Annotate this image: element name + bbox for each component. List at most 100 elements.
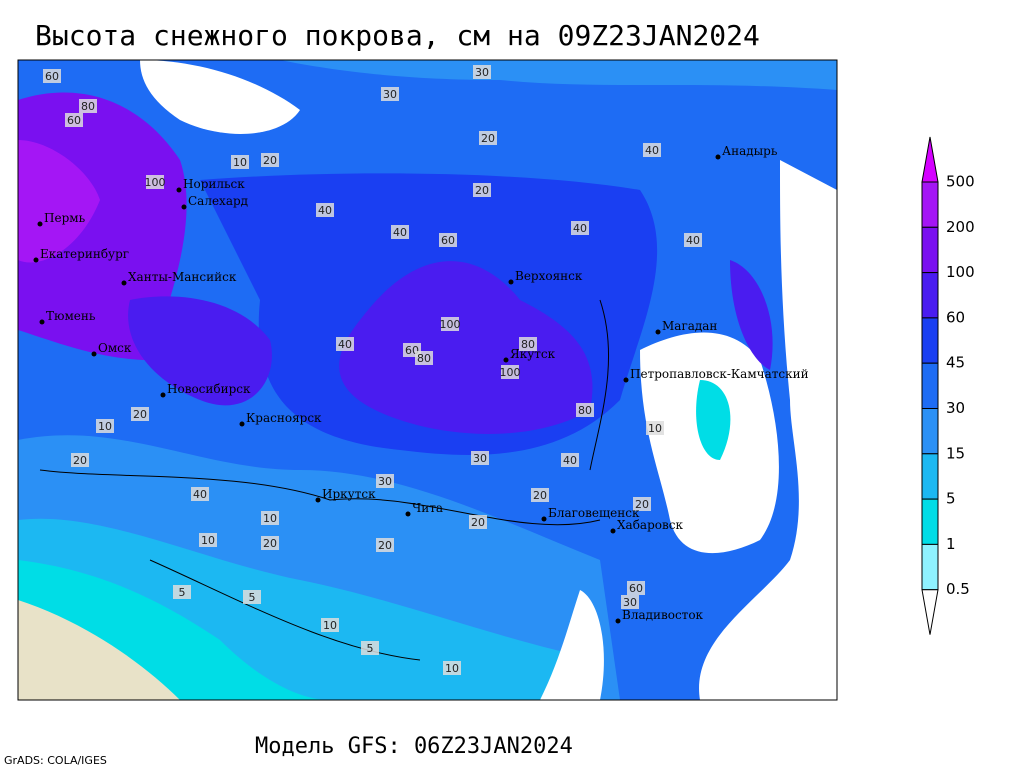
contour-label: 20 bbox=[635, 498, 649, 511]
contour-label-bg bbox=[576, 403, 594, 417]
contour-label-bg bbox=[336, 337, 354, 351]
city-dot bbox=[623, 377, 629, 383]
city-label: Иркутск bbox=[322, 487, 376, 501]
city-label: Якутск bbox=[510, 347, 556, 361]
legend-bottom-triangle bbox=[921, 589, 939, 635]
legend-box bbox=[921, 272, 939, 319]
contour-label-bg bbox=[361, 641, 379, 655]
city-label: Петропавловск-Камчатский bbox=[630, 367, 809, 381]
contour-label-bg bbox=[131, 407, 149, 421]
city-label: Анадырь bbox=[722, 144, 778, 158]
legend-label: 15 bbox=[946, 444, 965, 462]
city-dot bbox=[176, 187, 182, 193]
contour-label: 10 bbox=[648, 422, 662, 435]
contour-label-bg bbox=[321, 618, 339, 632]
contour-label: 40 bbox=[393, 226, 407, 239]
contour-label: 30 bbox=[623, 596, 637, 609]
city-label: Омск bbox=[98, 341, 132, 355]
legend-label: 30 bbox=[946, 399, 965, 417]
contour-label: 10 bbox=[323, 619, 337, 632]
contour-label-bg bbox=[439, 233, 457, 247]
contour-label-bg bbox=[71, 453, 89, 467]
contour-label: 20 bbox=[475, 184, 489, 197]
contour-label-bg bbox=[316, 203, 334, 217]
contour-label: 20 bbox=[73, 454, 87, 467]
contour-label: 10 bbox=[233, 156, 247, 169]
city-label: Магадан bbox=[662, 319, 717, 333]
contour-label: 80 bbox=[521, 338, 535, 351]
contour-label: 60 bbox=[629, 582, 643, 595]
contour-label-bg bbox=[571, 221, 589, 235]
contour-label-bg bbox=[501, 365, 519, 379]
contour-label: 40 bbox=[318, 204, 332, 217]
map-frame bbox=[17, 59, 838, 701]
legend-box bbox=[921, 181, 939, 228]
legend-box bbox=[921, 362, 939, 410]
city-dot bbox=[715, 154, 721, 160]
legend-box bbox=[921, 408, 939, 455]
contour-label: 5 bbox=[179, 586, 186, 599]
legend-box bbox=[921, 226, 939, 274]
city-dot bbox=[39, 319, 45, 325]
contour-label: 20 bbox=[133, 408, 147, 421]
contour-label: 20 bbox=[533, 489, 547, 502]
contour-label-bg bbox=[96, 419, 114, 433]
contour-label-bg bbox=[471, 451, 489, 465]
contour-label: 60 bbox=[441, 234, 455, 247]
contour-label: 40 bbox=[573, 222, 587, 235]
contour-label: 100 bbox=[145, 176, 166, 189]
contour-label: 30 bbox=[473, 452, 487, 465]
contour-label: 20 bbox=[263, 154, 277, 167]
contour-label-bg bbox=[473, 183, 491, 197]
legend-label: 100 bbox=[946, 263, 975, 281]
contour-label-bg bbox=[633, 497, 651, 511]
city-label: Хабаровск bbox=[617, 518, 683, 532]
contour-label: 5 bbox=[367, 642, 374, 655]
contour-label: 10 bbox=[263, 512, 277, 525]
city-label: Пермь bbox=[44, 211, 86, 225]
contour-label-bg bbox=[621, 595, 639, 609]
contour-label-bg bbox=[531, 488, 549, 502]
contour-label-bg bbox=[173, 585, 191, 599]
legend-box bbox=[921, 453, 939, 500]
contour-label: 40 bbox=[645, 144, 659, 157]
city-dot bbox=[405, 511, 411, 517]
contour-label-bg bbox=[627, 581, 645, 595]
contour-label-bg bbox=[479, 131, 497, 145]
contour-label: 30 bbox=[475, 66, 489, 79]
contour-label: 100 bbox=[500, 366, 521, 379]
city-label: Красноярск bbox=[246, 411, 322, 425]
contour-label-bg bbox=[43, 69, 61, 83]
contour-label-bg bbox=[415, 351, 433, 365]
city-label: Владивосток bbox=[622, 608, 704, 622]
contour-label-bg bbox=[146, 175, 164, 189]
contour-label-bg bbox=[643, 143, 661, 157]
contour-label: 10 bbox=[201, 534, 215, 547]
city-label: Благовещенск bbox=[548, 506, 640, 520]
contour-label: 40 bbox=[563, 454, 577, 467]
contour-label: 40 bbox=[338, 338, 352, 351]
contour-label-bg bbox=[261, 536, 279, 550]
contour-label-bg bbox=[473, 65, 491, 79]
contour-label-bg bbox=[79, 99, 97, 113]
contour-label-bg bbox=[243, 590, 261, 604]
city-label: Тюмень bbox=[46, 309, 96, 323]
city-dot bbox=[610, 528, 616, 534]
legend-label: 0.5 bbox=[946, 580, 970, 598]
city-dot bbox=[508, 279, 514, 285]
city-dot bbox=[37, 221, 43, 227]
contour-label: 20 bbox=[378, 539, 392, 552]
legend-label: 45 bbox=[946, 354, 965, 372]
contour-label-bg bbox=[684, 233, 702, 247]
city-label: Екатеринбург bbox=[40, 247, 129, 261]
contour-label: 5 bbox=[249, 591, 256, 604]
title: Высота снежного покрова, см на 09Z23JAN2… bbox=[35, 19, 760, 52]
city-label: Салехард bbox=[188, 194, 248, 208]
legend-box bbox=[921, 543, 939, 591]
city-label: Ханты-Мансийск bbox=[128, 270, 237, 284]
legend-label: 1 bbox=[946, 535, 956, 553]
contour-label-bg bbox=[65, 113, 83, 127]
city-dot bbox=[33, 257, 39, 263]
city-dot bbox=[121, 280, 127, 286]
